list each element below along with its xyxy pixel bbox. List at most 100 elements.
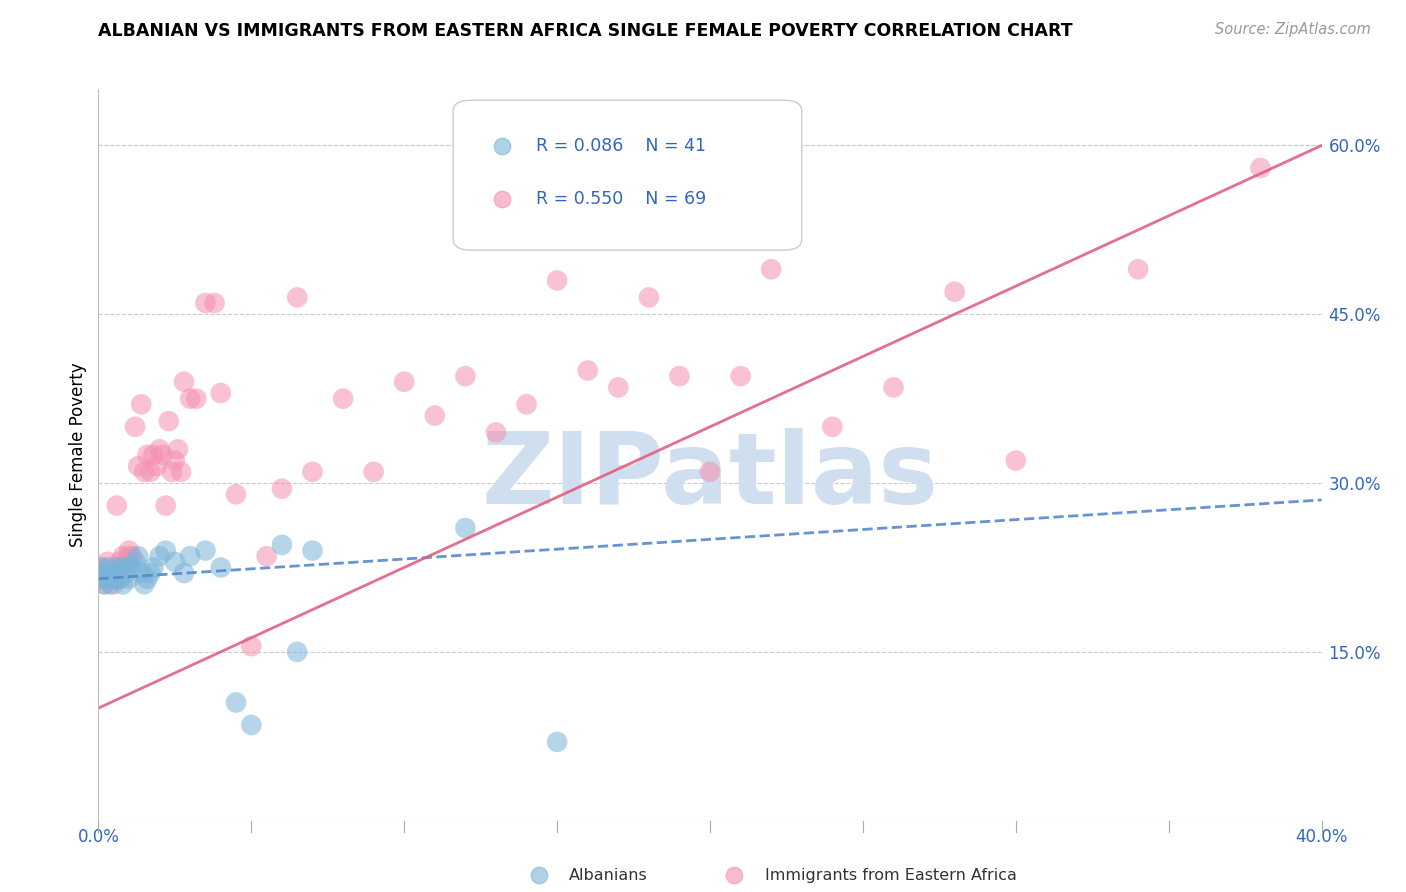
Text: Albanians: Albanians	[569, 868, 648, 883]
Point	[103, 577, 125, 591]
Point	[392, 375, 416, 389]
Point	[100, 560, 122, 574]
Point	[194, 543, 217, 558]
Point	[516, 397, 538, 411]
Point	[209, 560, 232, 574]
Point	[173, 566, 195, 580]
Point	[139, 566, 162, 580]
Point	[111, 560, 134, 574]
Point	[699, 465, 721, 479]
Point	[90, 572, 112, 586]
Point	[194, 296, 217, 310]
Point	[607, 380, 630, 394]
Point	[97, 572, 120, 586]
Point	[186, 392, 208, 406]
Point	[105, 572, 128, 586]
Point	[136, 448, 159, 462]
Point	[118, 572, 141, 586]
Point	[821, 419, 844, 434]
Point	[97, 560, 120, 574]
Point	[115, 555, 138, 569]
Point	[173, 375, 195, 389]
Point	[155, 543, 177, 558]
Point	[270, 482, 292, 496]
Point	[111, 577, 134, 591]
Point	[301, 465, 323, 479]
Point	[332, 392, 354, 406]
Point	[111, 560, 134, 574]
Point	[301, 543, 323, 558]
Text: Source: ZipAtlas.com: Source: ZipAtlas.com	[1215, 22, 1371, 37]
Point	[883, 380, 905, 394]
Point	[576, 363, 599, 377]
Point	[454, 369, 477, 384]
Point	[115, 566, 138, 580]
Text: R = 0.086    N = 41: R = 0.086 N = 41	[536, 137, 706, 155]
Point	[270, 538, 292, 552]
Point	[121, 549, 143, 564]
Point	[730, 369, 752, 384]
Point	[256, 549, 278, 564]
Point	[108, 566, 131, 580]
Point	[105, 560, 128, 574]
Point	[105, 560, 128, 574]
Point	[118, 560, 141, 574]
Y-axis label: Single Female Poverty: Single Female Poverty	[69, 363, 87, 547]
Point	[363, 465, 385, 479]
Point	[93, 566, 115, 580]
Point	[163, 555, 186, 569]
Point	[637, 290, 661, 304]
Point	[90, 560, 112, 574]
Point	[100, 566, 122, 580]
Point	[118, 543, 141, 558]
Point	[127, 459, 149, 474]
Point	[157, 414, 180, 428]
Point	[97, 555, 120, 569]
Point	[108, 572, 131, 586]
Point	[108, 572, 131, 586]
Point	[546, 273, 568, 287]
Point	[1128, 262, 1150, 277]
Point	[93, 577, 115, 591]
Point	[225, 696, 247, 710]
Point	[129, 566, 152, 580]
Point	[179, 549, 201, 564]
Point	[142, 560, 165, 574]
Point	[103, 572, 125, 586]
Text: Immigrants from Eastern Africa: Immigrants from Eastern Africa	[765, 868, 1017, 883]
Text: ZIPatlas: ZIPatlas	[482, 428, 938, 525]
Point	[1004, 453, 1026, 467]
Point	[139, 465, 162, 479]
Point	[108, 555, 131, 569]
Point	[93, 577, 115, 591]
Point	[90, 572, 112, 586]
Point	[103, 566, 125, 580]
Point	[134, 465, 156, 479]
Point	[118, 549, 141, 564]
Point	[127, 549, 149, 564]
Point	[204, 296, 226, 310]
Point	[240, 639, 263, 653]
Point	[285, 290, 308, 304]
Point	[149, 549, 172, 564]
Point	[145, 459, 167, 474]
Text: R = 0.550    N = 69: R = 0.550 N = 69	[536, 190, 707, 208]
Point	[759, 262, 782, 277]
Point	[111, 549, 134, 564]
Point	[1249, 161, 1271, 175]
Point	[136, 572, 159, 586]
Point	[100, 577, 122, 591]
Point	[149, 442, 172, 457]
Point	[155, 499, 177, 513]
Point	[546, 735, 568, 749]
Point	[124, 419, 146, 434]
Point	[152, 448, 174, 462]
Point	[240, 718, 263, 732]
Point	[129, 397, 152, 411]
Point	[225, 487, 247, 501]
FancyBboxPatch shape	[453, 100, 801, 250]
Point	[121, 560, 143, 574]
Point	[93, 566, 115, 580]
Point	[454, 521, 477, 535]
Point	[103, 572, 125, 586]
